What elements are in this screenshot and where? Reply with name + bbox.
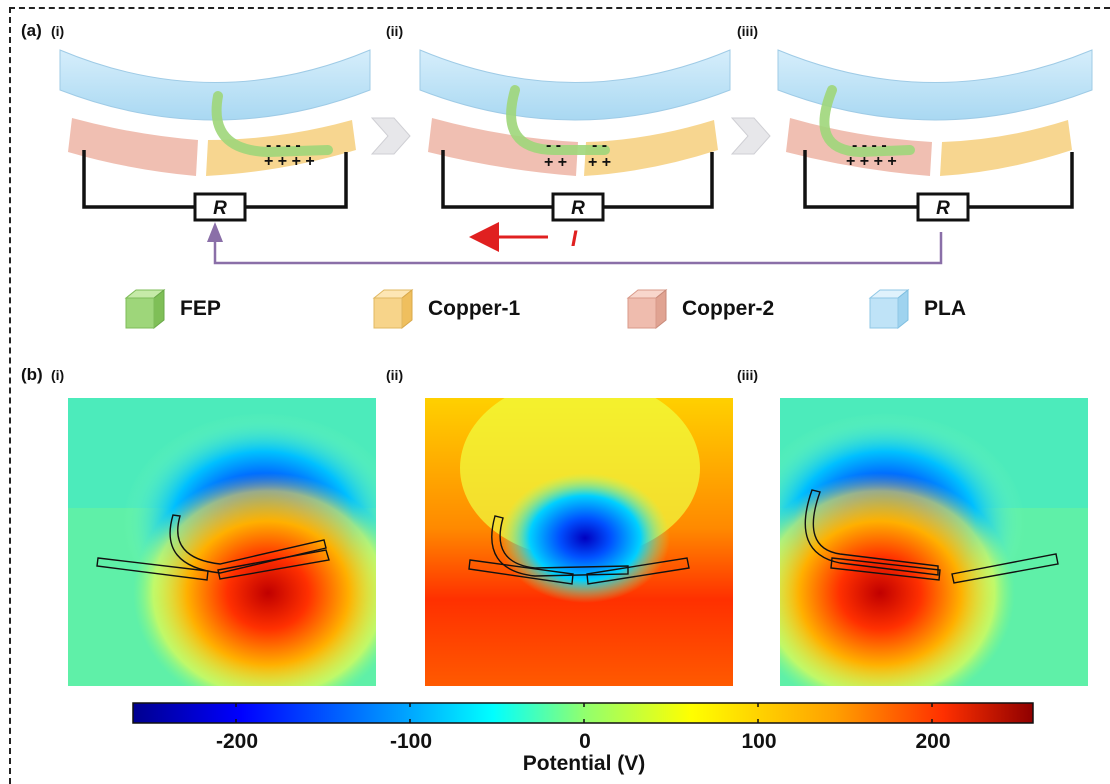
colorbar-tick: 200 — [915, 730, 951, 753]
colorbar-tick: -100 — [389, 730, 433, 753]
charge-plus: + + — [588, 154, 611, 171]
colorbar-title: Potential (V) — [522, 752, 646, 775]
copper-1-arc — [584, 120, 718, 176]
step-b-iii-label: (iii) — [737, 367, 758, 383]
legend-label: Copper-2 — [682, 297, 775, 320]
cycle-arrowhead — [207, 222, 223, 242]
stage-a-ii: - - - - + + + + R I — [419, 49, 731, 252]
step-a-i-label: (i) — [51, 23, 65, 39]
circuit-wire — [803, 150, 1074, 209]
legend-item-copper-2: Copper-2 — [626, 288, 774, 330]
fep-strip — [506, 85, 610, 155]
step-b-i-label: (i) — [51, 367, 65, 383]
cycle-return-arrow — [213, 232, 943, 265]
chevron-right-icon — [730, 117, 771, 155]
colorbar — [132, 702, 1034, 724]
copper-2-arc — [428, 118, 578, 176]
stage-a-i: - - - - + + + + R — [59, 49, 371, 222]
step-b-ii-label: (ii) — [386, 367, 404, 383]
chevron-right-icon — [370, 117, 411, 155]
legend-label: PLA — [924, 297, 966, 320]
legend-item-fep: FEP — [124, 288, 221, 330]
colorbar-tick: 0 — [579, 730, 591, 753]
fep-strip — [211, 91, 333, 158]
charge-plus: + + + + — [846, 153, 897, 170]
potential-map-ii — [425, 398, 733, 686]
charge-minus: - - — [592, 137, 607, 154]
fep-strip — [819, 85, 915, 158]
step-a-iii-label: (iii) — [737, 23, 758, 39]
panel-a-schematic: - - - - + + + + R - - - - + + + + R I - … — [59, 49, 1093, 265]
stage-a-iii: - - - - + + + + R — [777, 49, 1093, 222]
charge-minus: - - - - — [266, 137, 301, 154]
step-a-ii-label: (ii) — [386, 23, 404, 39]
colorbar-tick: -200 — [215, 730, 259, 753]
resistor-label: R — [571, 198, 585, 219]
resistor-label: R — [936, 198, 950, 219]
copper-2-cube-icon — [626, 288, 668, 330]
pla-arc — [419, 49, 731, 121]
circuit-wire — [82, 150, 348, 209]
resistor — [916, 192, 970, 222]
current-label: I — [571, 226, 578, 251]
panel-b-label: (b) — [21, 365, 43, 384]
pla-cube-icon — [868, 288, 910, 330]
potential-map-i — [68, 398, 376, 686]
figure-frame — [9, 7, 1110, 784]
resistor — [551, 192, 605, 222]
resistor — [193, 192, 247, 222]
charge-minus: - - - - — [852, 137, 887, 154]
panel-a-label: (a) — [21, 21, 42, 40]
legend-label: Copper-1 — [428, 297, 521, 320]
copper-1-arc — [940, 120, 1072, 176]
fep-cube-icon — [124, 288, 166, 330]
charge-plus: + + — [544, 154, 567, 171]
legend-label: FEP — [180, 297, 221, 320]
resistor-label: R — [213, 198, 227, 219]
legend-item-pla: PLA — [868, 288, 966, 330]
legend-item-copper-1: Copper-1 — [372, 288, 520, 330]
pla-arc — [59, 49, 371, 121]
copper-2-arc — [68, 118, 198, 176]
charge-plus: + + + + — [264, 153, 315, 170]
charge-minus: - - — [546, 137, 561, 154]
pla-arc — [777, 49, 1093, 121]
colorbar-tick: 100 — [741, 730, 777, 753]
copper-1-cube-icon — [372, 288, 414, 330]
potential-map-iii — [780, 398, 1088, 686]
circuit-wire — [441, 150, 714, 209]
